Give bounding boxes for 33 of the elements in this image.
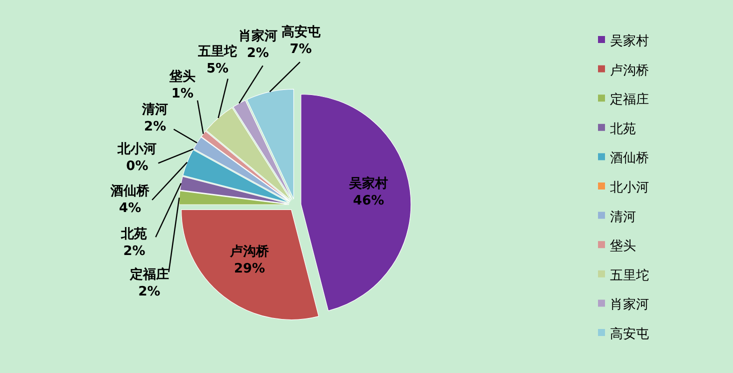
slice-label: 定福庄 xyxy=(128,266,169,282)
legend-label: 肖家河 xyxy=(610,296,649,313)
data-label: 29% xyxy=(234,262,266,277)
legend-label: 清河 xyxy=(610,210,636,225)
data-label: 2% xyxy=(138,284,160,300)
slice-label: 垡头 xyxy=(168,69,196,84)
legend-label: 垡头 xyxy=(610,239,636,254)
slice-label: 卢沟桥 xyxy=(229,244,270,260)
data-label: 2% xyxy=(144,120,166,135)
data-label: 1% xyxy=(171,86,194,102)
slice-label: 酒仙桥 xyxy=(110,183,151,200)
legend-label: 高安屯 xyxy=(610,326,649,342)
data-label: 46% xyxy=(353,194,384,209)
slice-label: 高安屯 xyxy=(281,24,322,40)
data-label: 2% xyxy=(123,244,146,260)
data-label: 7% xyxy=(290,42,312,58)
legend-label: 吴家村 xyxy=(610,33,649,49)
slice-label: 吴家村 xyxy=(348,176,388,192)
data-label: 5% xyxy=(206,61,229,76)
legend-label: 酒仙桥 xyxy=(610,151,649,166)
legend-label: 五里坨 xyxy=(610,268,649,284)
data-label: 4% xyxy=(119,201,142,216)
legend-label: 卢沟桥 xyxy=(610,63,649,78)
legend-label: 北苑 xyxy=(610,122,636,137)
slice-label: 肖家河 xyxy=(238,28,278,44)
category-label: 北小河 xyxy=(118,142,157,157)
text: 0% xyxy=(126,158,148,174)
slice-label: 北苑 xyxy=(120,226,148,242)
legend-label: 北小河 xyxy=(610,180,649,196)
legend-label: 定福庄 xyxy=(610,92,649,108)
data-label: 2% xyxy=(246,46,269,62)
slice-label: 清河 xyxy=(141,102,168,118)
slice-label: 五里坨 xyxy=(197,43,238,60)
